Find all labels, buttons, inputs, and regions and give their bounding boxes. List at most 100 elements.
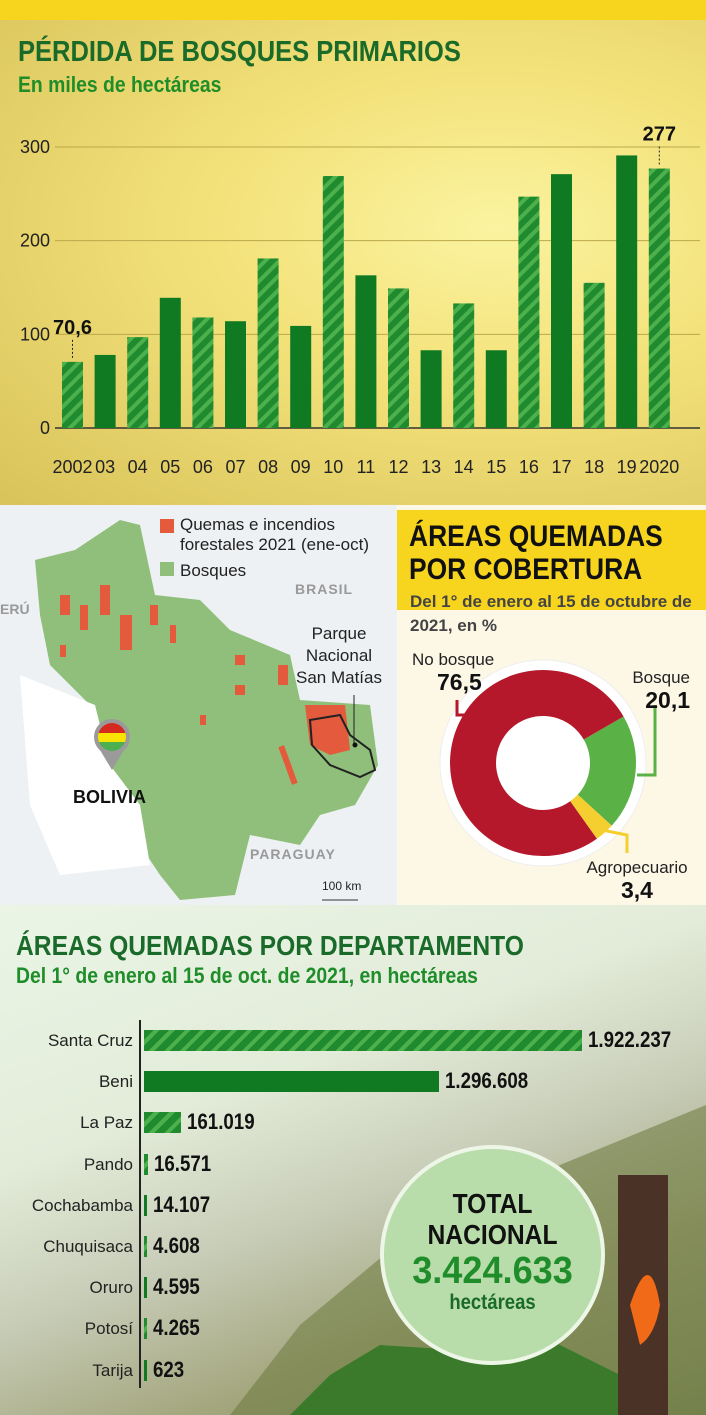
department-value: 623 [153,1356,185,1382]
x-tick-label: 19 [617,457,637,477]
leader-no-bosque [455,700,472,717]
department-subtitle: Del 1° de enero al 15 de oct. de 2021, e… [16,963,478,988]
slice-no-bosque [450,670,624,856]
bar-oruro [144,1277,147,1299]
bar-chuquisaca [144,1236,147,1257]
slice-name-label: No bosque [412,650,494,669]
bar-2020 [648,168,670,428]
department-value: 1.296.608 [445,1068,529,1094]
x-tick-label: 11 [357,457,376,477]
department-axis [139,1020,141,1388]
coverage-subtitle: Del 1° de enero al 15 de octubre de 2021… [410,592,692,635]
forest-loss-chart: 0 100 200 300 2002 03 04 05 06 07 08 09 10 11 12 13 14 15… [20,124,700,477]
y-tick-label: 300 [20,137,50,157]
bar-04 [127,337,149,428]
slice-bosque [577,716,636,826]
top-bar [0,0,706,20]
legend-fire-swatch [160,519,174,533]
department-label: Santa Cruz [47,1031,133,1050]
map-fire-areas [60,585,350,785]
department-label: Potosí [84,1319,133,1339]
bar-la-paz [144,1112,181,1134]
department-value: 4.608 [153,1233,200,1258]
label-park: Parque Nacional San Matías [296,624,382,687]
chart-title: PÉRDIDA DE BOSQUES PRIMARIOS [18,36,461,68]
x-tick-label: 13 [421,457,441,477]
y-tick-label: 100 [20,324,50,344]
department-value: 1.922.237 [588,1027,672,1052]
bar-beni [144,1071,440,1093]
label-bolivia: BOLIVIA [73,787,147,807]
map-white-highlands [20,675,150,875]
slice-value-label: 76,5 [437,669,482,695]
legend-forest-label: Bosques [180,561,247,580]
forest-loss-section: PÉRDIDA DE BOSQUES PRIMARIOS En miles de… [0,0,706,505]
department-label: Tarija [92,1360,133,1380]
x-tick-label: 04 [128,457,148,477]
x-tick-label: 2002 [52,457,92,477]
label-paraguay: PARAGUAY [250,846,336,862]
bar-03 [94,354,116,428]
bar-cochabamba [144,1194,148,1216]
department-label: Pando [83,1154,133,1174]
bar-potosí [144,1318,147,1340]
department-label: Oruro [89,1278,133,1298]
x-tick-label: 17 [551,457,571,477]
label-peru: ERÚ [0,601,30,617]
department-value: 4.595 [153,1274,200,1300]
bar-12 [388,288,409,428]
chart-subtitle: En miles de hectáreas [18,72,222,97]
department-value: 161.019 [186,1109,255,1135]
san-matias-park-outline [308,713,377,779]
legend-fire-label: Quemas e incendios forestales 2021 (ene-o… [180,515,369,554]
label-brasil: BRASIL [295,581,354,597]
bar-santa-cruz [144,1030,582,1051]
bar-07 [225,321,246,428]
coverage-header: ÁREAS QUEMADAS POR COBERTURA [397,510,706,610]
bar-18 [583,282,605,428]
leader-bosque [637,705,657,777]
x-tick-label: 2020 [639,457,679,477]
x-tick-label: 08 [258,457,278,477]
bar-19 [616,155,638,428]
bar-16 [518,196,540,428]
x-tick-label: 06 [193,457,213,477]
bolivia-map: Quemas e incendios forestales 2021 (ene-o… [0,505,397,905]
legend-forest-swatch [160,562,174,576]
slice-value-label: 20,1 [645,687,690,713]
bar-09 [290,325,312,428]
department-label: Cochabamba [31,1195,133,1215]
x-tick-label: 05 [160,457,180,477]
y-tick-label: 0 [40,418,50,438]
x-tick-label: 03 [95,457,115,477]
x-tick-label: 14 [454,457,474,477]
slice-name-label: Bosque [632,668,690,687]
slice-agropecuario [570,794,612,839]
department-label: Beni [98,1072,133,1092]
x-tick-label: 15 [486,457,506,477]
department-label: Chuquisaca [43,1237,133,1256]
bar-05 [159,297,181,428]
bar-06 [192,317,214,428]
bar-pando [144,1153,148,1175]
total-badge: TOTAL NACIONAL 3.424.633 hectáreas [380,1145,605,1365]
department-value: 14.107 [153,1191,211,1217]
bar-15 [485,350,507,428]
bar-08 [257,258,279,428]
coverage-title: ÁREAS QUEMADAS POR COBERTURA [409,520,663,586]
scale-label: 100 km [322,879,362,893]
department-label: La Paz [80,1113,133,1133]
bar-13 [420,350,442,428]
department-value: 16.571 [153,1150,211,1176]
x-tick-label: 16 [519,457,539,477]
x-tick-label: 10 [323,457,343,477]
bar-tarija [144,1359,147,1381]
x-tick-label: 07 [225,457,245,477]
department-value: 4.265 [153,1315,200,1341]
bar-2002 [62,361,83,428]
y-tick-label: 200 [20,231,50,251]
annotation-label: 277 [643,124,676,146]
x-tick-label: 12 [388,457,408,477]
x-tick-label: 18 [584,457,604,477]
